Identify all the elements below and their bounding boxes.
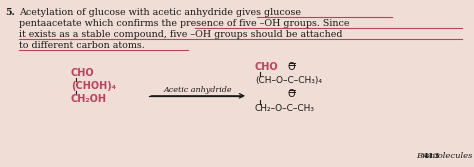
Text: it exists as a stable compound, five –OH groups should be attached: it exists as a stable compound, five –OH… <box>19 30 343 39</box>
Text: 413: 413 <box>422 152 440 160</box>
Text: pentaacetate which confirms the presence of five –OH groups. Since: pentaacetate which confirms the presence… <box>19 19 350 28</box>
Text: CH₂–O–C–CH₃: CH₂–O–C–CH₃ <box>255 104 315 113</box>
Text: Biomolecules: Biomolecules <box>416 152 473 160</box>
Text: (CH–O–C–CH₃)₄: (CH–O–C–CH₃)₄ <box>255 76 322 85</box>
Text: CH₂OH: CH₂OH <box>71 94 107 104</box>
Text: to different carbon atoms.: to different carbon atoms. <box>19 41 145 50</box>
Text: CHO: CHO <box>71 68 95 78</box>
Text: O: O <box>288 62 295 72</box>
Text: CHO: CHO <box>255 62 279 72</box>
Text: Acetylation of glucose with acetic anhydride gives glucose: Acetylation of glucose with acetic anhyd… <box>19 8 301 17</box>
Text: Acetic anhydride: Acetic anhydride <box>164 86 233 94</box>
Text: O: O <box>288 89 295 99</box>
Text: 5.: 5. <box>5 8 15 17</box>
Text: (CHOH)₄: (CHOH)₄ <box>71 81 116 91</box>
